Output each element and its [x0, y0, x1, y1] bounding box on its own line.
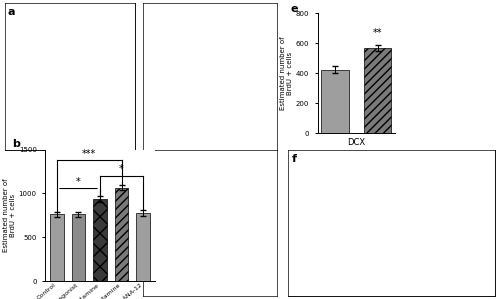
Y-axis label: Estimated number of
BrdU + cells: Estimated number of BrdU + cells [3, 179, 16, 252]
Text: e: e [290, 4, 298, 14]
Text: *: * [76, 177, 81, 187]
Bar [93, 199, 107, 281]
Bar [50, 214, 64, 281]
Text: **: ** [373, 28, 382, 38]
Bar [114, 188, 128, 281]
Text: b: b [12, 139, 20, 149]
Text: f: f [292, 154, 296, 164]
Bar [364, 48, 392, 133]
Bar [72, 214, 86, 281]
Text: a: a [8, 7, 15, 17]
Bar [321, 69, 349, 133]
Text: ***: *** [82, 149, 96, 159]
Text: *: * [119, 164, 124, 175]
Y-axis label: Estimated number of
BrdU + cells: Estimated number of BrdU + cells [280, 36, 293, 110]
Bar [136, 213, 150, 281]
